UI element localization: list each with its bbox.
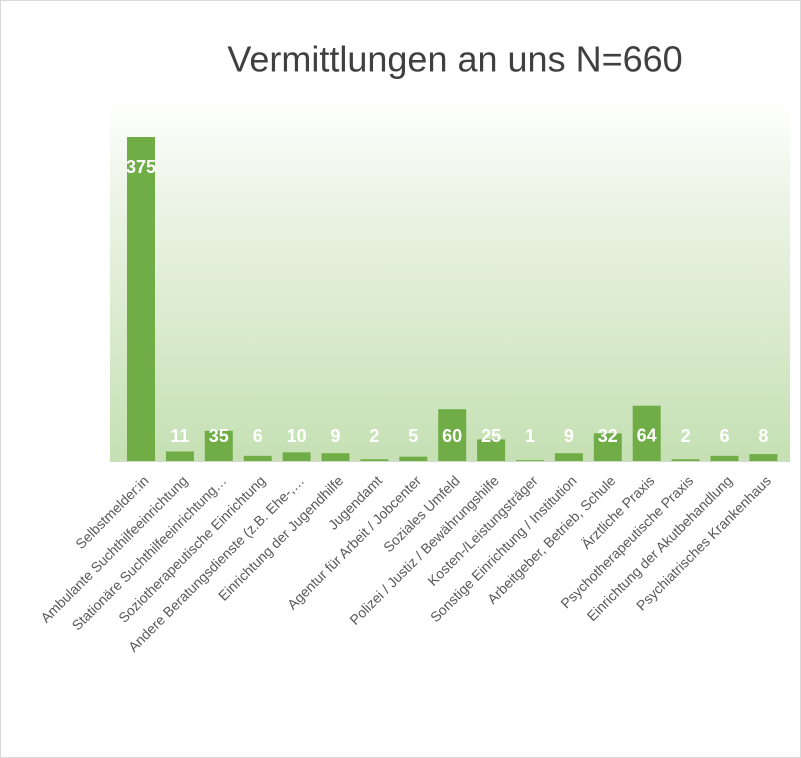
data-label: 10 — [287, 426, 307, 446]
bar — [243, 455, 272, 461]
data-label: 35 — [209, 426, 229, 446]
data-label: 60 — [442, 426, 462, 446]
data-label: 25 — [481, 426, 501, 446]
bar — [554, 453, 583, 461]
data-label: 8 — [758, 426, 768, 446]
bar — [671, 459, 700, 461]
data-label: 6 — [253, 426, 263, 446]
chart-title: Vermittlungen an uns N=660 — [227, 39, 682, 80]
bar — [749, 454, 778, 461]
bar — [165, 451, 194, 461]
bar — [593, 433, 622, 461]
data-label: 2 — [681, 426, 691, 446]
bar — [399, 456, 428, 461]
plot-background — [110, 100, 790, 462]
bar — [710, 455, 739, 461]
bar — [127, 137, 155, 461]
data-label: 9 — [330, 426, 340, 446]
data-label: 11 — [170, 426, 189, 446]
data-label: 64 — [637, 425, 657, 445]
bar — [477, 439, 506, 461]
data-label: 1 — [525, 426, 535, 446]
bar — [360, 459, 389, 461]
bar — [438, 409, 467, 461]
data-label: 32 — [598, 426, 618, 446]
data-label: 2 — [369, 426, 379, 446]
bar — [282, 452, 311, 461]
data-label: 375 — [126, 157, 156, 177]
bar — [204, 430, 233, 461]
bar — [632, 405, 661, 461]
data-label: 6 — [719, 426, 729, 446]
data-label: 9 — [564, 426, 574, 446]
bar — [516, 460, 544, 461]
data-label: 5 — [408, 426, 418, 446]
bar — [321, 453, 350, 461]
